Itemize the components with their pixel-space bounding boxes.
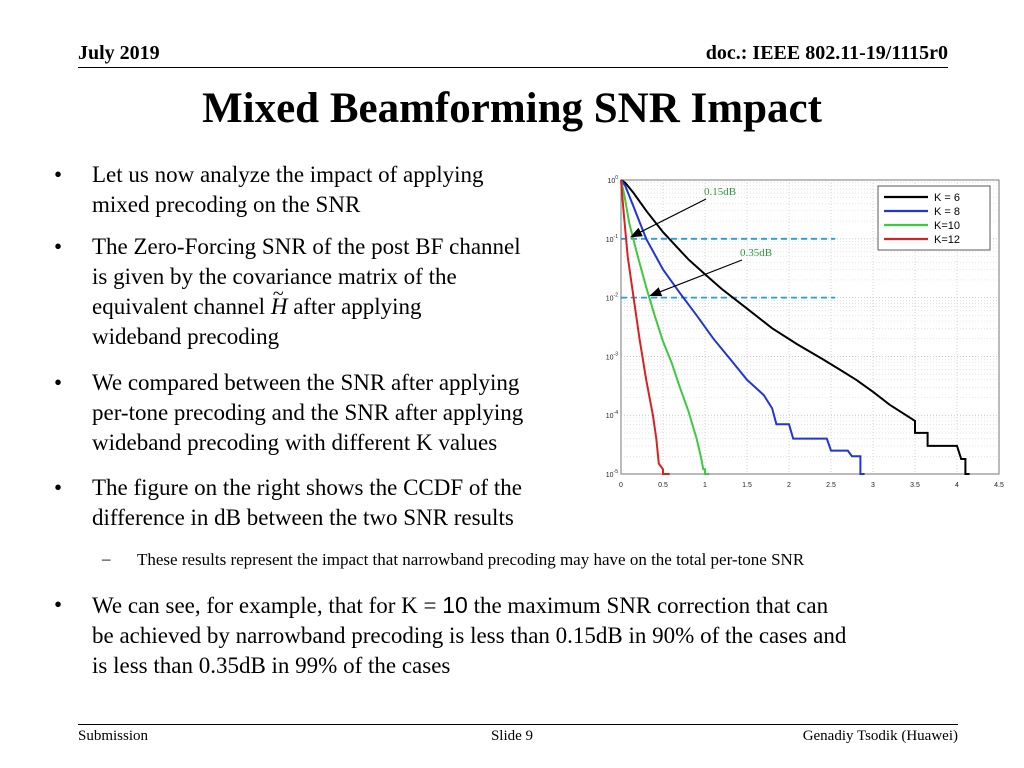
x-tick-label: 3.5	[910, 482, 920, 489]
series-line	[620, 179, 670, 475]
series-line	[620, 179, 970, 475]
bullet-2-line-2: is given by the covariance matrix of the	[92, 264, 457, 289]
sub-bullet-marker: –	[102, 549, 111, 568]
bullet-2: The Zero-Forcing SNR of the post BF chan…	[92, 232, 521, 352]
bullet-4-line-1: The figure on the right shows the CCDF o…	[92, 475, 522, 500]
bullet-3-line-1: We compared between the SNR after applyi…	[92, 370, 520, 395]
y-tick-exponent: -2	[614, 293, 619, 299]
footer-rule	[78, 724, 958, 725]
bullet-1: Let us now analyze the impact of applyin…	[92, 160, 484, 220]
bullet-5-line-1-post: the maximum SNR correction that can	[467, 593, 829, 618]
bullet-marker: •	[54, 162, 63, 187]
chart-reference-lines	[621, 237, 836, 299]
y-tick-label: 100	[607, 175, 618, 185]
bullet-5-line-3: is less than 0.35dB in 99% of the cases	[92, 653, 451, 678]
sub-bullet-text: These results represent the impact that …	[137, 550, 805, 569]
footer-submission: Submission	[78, 728, 149, 744]
y-tick-label: 10-5	[606, 469, 618, 479]
footer-slide-number: Slide 9	[490, 728, 534, 744]
y-tick-base: 10	[606, 472, 614, 479]
bullet-2-line-3-post: after applying	[287, 294, 422, 319]
y-tick-exponent: -5	[614, 469, 619, 475]
legend-label: K=12	[934, 234, 960, 246]
y-tick-base: 10	[607, 178, 615, 185]
chart-x-ticks: 0 0.5 1 1.5 2 2.5 3 3.5 4 4.5	[619, 482, 1004, 489]
x-tick-label: 0	[619, 482, 623, 489]
x-tick-label: 1.5	[742, 482, 752, 489]
header-doc-id: doc.: IEEE 802.11-19/1115r0	[705, 42, 948, 64]
bullet-1-line-2: mixed precoding on the SNR	[92, 192, 361, 217]
h-symbol: H	[270, 294, 288, 319]
bullet-2-line-1: The Zero-Forcing SNR of the post BF chan…	[92, 234, 521, 259]
x-tick-label: 3	[871, 482, 875, 489]
bullet-marker: •	[54, 234, 63, 259]
tilde-accent: ~	[272, 283, 284, 305]
bullet-2-line-3: equivalent channel ~ H after applying	[92, 283, 521, 322]
bullet-5: We can see, for example, that for K = 10…	[92, 590, 846, 681]
chart-annotations: 0.15dB 0.35dB	[630, 186, 772, 297]
y-tick-label: 10-2	[606, 293, 618, 303]
slide-title: Mixed Beamforming SNR Impact	[202, 85, 822, 132]
header-rule	[78, 67, 948, 68]
bullet-3-line-2: per-tone precoding and the SNR after app…	[92, 400, 524, 425]
bullet-4: The figure on the right shows the CCDF o…	[92, 473, 522, 533]
h-tilde-symbol: ~ H	[270, 283, 288, 322]
legend-label: K = 6	[934, 192, 960, 204]
bullet-marker: •	[54, 475, 63, 500]
series-line	[620, 179, 865, 475]
ccdf-chart: 0 0.5 1 1.5 2 2.5 3 3.5 4 4.5 10010-110-210-310-4…	[606, 175, 1004, 489]
x-tick-label: 2.5	[826, 482, 836, 489]
bullet-marker: •	[54, 370, 63, 395]
bullet-3: We compared between the SNR after applyi…	[92, 368, 523, 458]
annotation-label: 0.35dB	[740, 247, 772, 259]
annotation-label: 0.15dB	[704, 186, 736, 198]
y-tick-exponent: -3	[614, 351, 619, 357]
y-tick-label: 10-4	[606, 410, 618, 420]
y-tick-label: 10-1	[606, 234, 618, 244]
y-tick-base: 10	[606, 413, 614, 420]
y-tick-exponent: 0	[615, 175, 618, 181]
x-tick-label: 1	[703, 482, 707, 489]
x-tick-label: 2	[787, 482, 791, 489]
series-line	[620, 179, 710, 475]
y-tick-base: 10	[606, 296, 614, 303]
legend-label: K = 8	[934, 206, 960, 218]
bullet-5-line-1: We can see, for example, that for K = 10…	[92, 590, 846, 621]
bullet-2-line-3-pre: equivalent channel	[92, 294, 271, 319]
y-tick-label: 10-3	[606, 351, 618, 361]
bullet-5-line-1-pre: We can see, for example, that for K =	[92, 593, 443, 618]
legend-label: K=10	[934, 220, 960, 232]
bullet-4-line-2: difference in dB between the two SNR res…	[92, 505, 514, 530]
annotation-arrow	[649, 259, 743, 297]
k-value: 10	[442, 592, 468, 618]
bullet-3-line-3: wideband precoding with different K valu…	[92, 430, 498, 455]
y-tick-exponent: -4	[614, 410, 619, 416]
y-tick-base: 10	[606, 354, 614, 361]
x-tick-label: 4	[955, 482, 959, 489]
chart-legend: K = 6 K = 8 K=10 K=12	[877, 185, 991, 251]
y-tick-exponent: -1	[614, 234, 619, 240]
header-date: July 2019	[78, 42, 160, 64]
x-tick-label: 4.5	[994, 482, 1004, 489]
bullet-2-line-4: wideband precoding	[92, 324, 280, 349]
annotation-arrow	[630, 198, 707, 238]
bullet-1-line-1: Let us now analyze the impact of applyin…	[92, 162, 484, 187]
y-tick-base: 10	[606, 237, 614, 244]
bullet-5-line-2: be achieved by narrowband precoding is l…	[92, 623, 847, 648]
bullet-marker: •	[54, 592, 63, 617]
x-tick-label: 0.5	[658, 482, 668, 489]
footer-author: Genadiy Tsodik (Huawei)	[802, 728, 958, 744]
chart-series	[620, 179, 970, 475]
